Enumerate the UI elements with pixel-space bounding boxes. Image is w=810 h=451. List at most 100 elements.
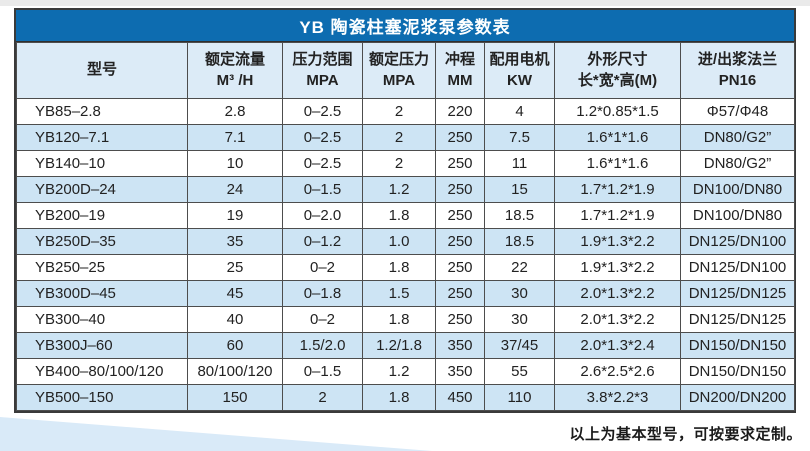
value-cell: 2.0*1.3*2.2 <box>554 306 681 333</box>
value-cell: 7.5 <box>484 124 555 151</box>
value-cell: 250 <box>435 254 485 281</box>
value-cell: 250 <box>435 280 485 307</box>
value-cell: 250 <box>435 306 485 333</box>
decorative-swoosh <box>0 417 432 451</box>
value-cell: 0–1.8 <box>282 280 363 307</box>
value-cell: 150 <box>187 384 283 411</box>
value-cell: 40 <box>187 306 283 333</box>
value-cell: 1.0 <box>362 228 436 255</box>
value-cell: DN125/DN100 <box>680 228 795 255</box>
value-cell: 3.8*2.2*3 <box>554 384 681 411</box>
value-cell: 60 <box>187 332 283 359</box>
table-row: YB85–2.8 2.8 0–2.5 2 220 4 1.2*0.85*1.5 Φ57/Φ48 <box>16 98 795 125</box>
value-cell: DN125/DN125 <box>680 280 795 307</box>
value-cell: 35 <box>187 228 283 255</box>
value-cell: 30 <box>484 306 555 333</box>
data-table: 型号 额定流量 M³ /H 压力范围 MPA 额定压力 MPA 冲程 MM 配用电机 KW 外形尺寸长… <box>16 42 795 411</box>
value-cell: DN125/DN125 <box>680 306 795 333</box>
header-cell: 进/出浆法兰 PN16 <box>680 42 795 99</box>
model-cell: YB200–19 <box>16 202 188 229</box>
value-cell: 250 <box>435 228 485 255</box>
value-cell: Φ57/Φ48 <box>680 98 795 125</box>
value-cell: 22 <box>484 254 555 281</box>
value-cell: 250 <box>435 124 485 151</box>
model-cell: YB300J–60 <box>16 332 188 359</box>
value-cell: 2.8 <box>187 98 283 125</box>
value-cell: 18.5 <box>484 202 555 229</box>
value-cell: DN80/G2” <box>680 124 795 151</box>
table-row: YB200–19 19 0–2.0 1.8 250 18.5 1.7*1.2*1.9 DN10… <box>16 202 795 229</box>
value-cell: 350 <box>435 332 485 359</box>
value-cell: 0–2.5 <box>282 124 363 151</box>
value-cell: 0–2 <box>282 254 363 281</box>
value-cell: 15 <box>484 176 555 203</box>
value-cell: 2 <box>362 150 436 177</box>
value-cell: DN125/DN100 <box>680 254 795 281</box>
value-cell: 24 <box>187 176 283 203</box>
model-cell: YB400–80/100/120 <box>16 358 188 385</box>
table-row: YB140–10 10 0–2.5 2 250 11 1.6*1*1.6 DN80/G2” <box>16 150 795 177</box>
value-cell: 1.7*1.2*1.9 <box>554 176 681 203</box>
top-gray-strip <box>0 0 810 6</box>
value-cell: 30 <box>484 280 555 307</box>
value-cell: 2 <box>362 124 436 151</box>
value-cell: 1.2 <box>362 176 436 203</box>
model-cell: YB500–150 <box>16 384 188 411</box>
value-cell: 1.2 <box>362 358 436 385</box>
value-cell: 19 <box>187 202 283 229</box>
value-cell: 80/100/120 <box>187 358 283 385</box>
value-cell: 2.0*1.3*2.4 <box>554 332 681 359</box>
table-row: YB500–150 150 2 1.8 450 110 3.8*2.2*3 DN200/DN2… <box>16 384 795 411</box>
value-cell: 1.2/1.8 <box>362 332 436 359</box>
table-row: YB300–40 40 0–2 1.8 250 30 2.0*1.3*2.2 DN125/DN… <box>16 306 795 333</box>
value-cell: 2 <box>282 384 363 411</box>
header-cell: 冲程 MM <box>435 42 485 99</box>
value-cell: 25 <box>187 254 283 281</box>
header-cell: 外形尺寸 长*宽*高(M) <box>554 42 681 99</box>
header-cell: 额定压力 MPA <box>362 42 436 99</box>
value-cell: 11 <box>484 150 555 177</box>
table-row: YB250–25 25 0–2 1.8 250 22 1.9*1.3*2.2 DN125/DN… <box>16 254 795 281</box>
table-title: YB 陶瓷柱塞泥浆泵参数表 <box>16 10 794 42</box>
value-cell: 0–2.5 <box>282 150 363 177</box>
value-cell: DN150/DN150 <box>680 358 795 385</box>
value-cell: 1.8 <box>362 384 436 411</box>
model-cell: YB250D–35 <box>16 228 188 255</box>
value-cell: 7.1 <box>187 124 283 151</box>
value-cell: 1.8 <box>362 306 436 333</box>
header-cell: 配用电机 KW <box>484 42 555 99</box>
value-cell: 45 <box>187 280 283 307</box>
value-cell: 0–2 <box>282 306 363 333</box>
value-cell: 1.2*0.85*1.5 <box>554 98 681 125</box>
value-cell: 0–1.5 <box>282 358 363 385</box>
value-cell: 4 <box>484 98 555 125</box>
value-cell: 350 <box>435 358 485 385</box>
header-cell: 压力范围 MPA <box>282 42 363 99</box>
value-cell: 1.5 <box>362 280 436 307</box>
model-cell: YB140–10 <box>16 150 188 177</box>
value-cell: 1.9*1.3*2.2 <box>554 254 681 281</box>
table-row: YB200D–24 24 0–1.5 1.2 250 15 1.7*1.2*1.9 DN100… <box>16 176 795 203</box>
value-cell: 0–1.2 <box>282 228 363 255</box>
value-cell: 250 <box>435 202 485 229</box>
value-cell: 0–2.5 <box>282 98 363 125</box>
value-cell: DN80/G2” <box>680 150 795 177</box>
value-cell: 1.7*1.2*1.9 <box>554 202 681 229</box>
table-row: YB300J–60 60 1.5/2.0 1.2/1.8 350 37/45 2.0*1.3… <box>16 332 795 359</box>
value-cell: DN100/DN80 <box>680 202 795 229</box>
value-cell: 0–1.5 <box>282 176 363 203</box>
value-cell: 250 <box>435 150 485 177</box>
value-cell: 2.0*1.3*2.2 <box>554 280 681 307</box>
model-cell: YB300–40 <box>16 306 188 333</box>
value-cell: 2 <box>362 98 436 125</box>
header-cell: 型号 <box>16 42 188 99</box>
value-cell: DN200/DN200 <box>680 384 795 411</box>
table-row: YB120–7.1 7.1 0–2.5 2 250 7.5 1.6*1*1.6 DN80/G2… <box>16 124 795 151</box>
value-cell: 1.6*1*1.6 <box>554 124 681 151</box>
value-cell: 1.9*1.3*2.2 <box>554 228 681 255</box>
value-cell: 250 <box>435 176 485 203</box>
value-cell: 1.6*1*1.6 <box>554 150 681 177</box>
value-cell: 18.5 <box>484 228 555 255</box>
table-row: YB400–80/100/120 80/100/120 0–1.5 1.2 350 55 2… <box>16 358 795 385</box>
model-cell: YB120–7.1 <box>16 124 188 151</box>
